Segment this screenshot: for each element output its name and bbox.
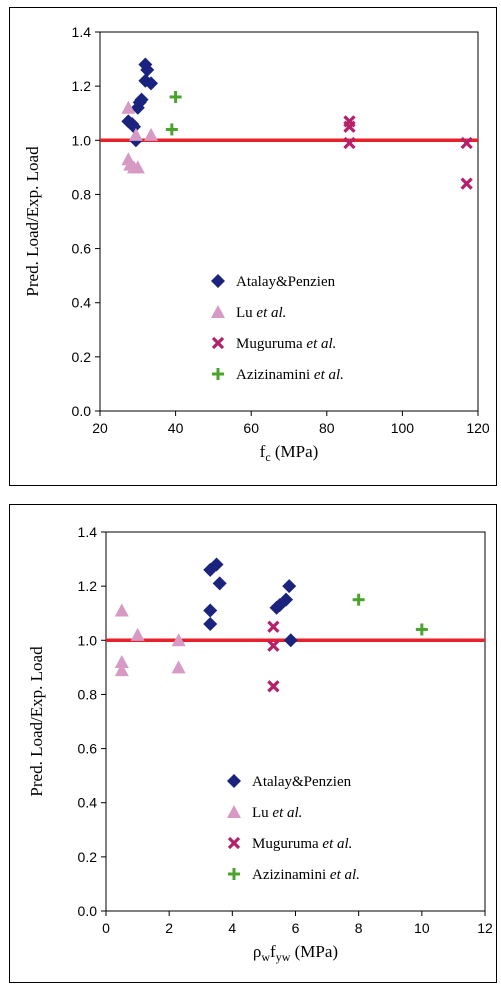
c1-x-tick-label: 40 xyxy=(168,420,184,436)
c1-y-tick-label: 0.8 xyxy=(72,186,92,202)
c1-x-axis-title: fc (MPa) xyxy=(260,442,319,464)
c1-data-point xyxy=(138,57,153,72)
c2-data-point xyxy=(267,620,280,633)
c2-data-point xyxy=(130,627,145,641)
c2-data-point xyxy=(267,639,280,652)
c2-series-0 xyxy=(203,557,298,648)
c1-x-tick-label: 60 xyxy=(243,420,259,436)
c2-y-tick-label: 0.6 xyxy=(78,741,98,757)
c2-data-point xyxy=(114,663,129,677)
c1-legend-marker xyxy=(211,305,225,318)
c1-data-point xyxy=(343,136,356,150)
c2-legend-label: Muguruma et al. xyxy=(252,836,352,852)
c1-x-tick-label: 120 xyxy=(466,420,490,436)
c1-legend-label: Muguruma et al. xyxy=(236,336,336,352)
c2-y-tick-label: 1.0 xyxy=(78,632,98,648)
c2-data-point xyxy=(209,557,224,572)
c1-legend-label: Atalay&Penzien xyxy=(236,274,336,290)
c2-data-point xyxy=(212,576,227,591)
c2-series-2 xyxy=(267,620,280,693)
c2-data-point xyxy=(279,592,294,607)
chart-panel-rho: 0.0 0.2 0.4 0.6 0.8 1.0 1.2 1.4 0 2 4 6 8 10 12 Atalay&… xyxy=(9,504,497,983)
c2-plot-area xyxy=(105,531,486,912)
c1-data-point xyxy=(460,136,473,150)
c2-legend-label: Lu et al. xyxy=(252,805,302,821)
c1-x-tick-label: 100 xyxy=(391,420,415,436)
c1-legend-marker xyxy=(212,368,224,380)
c1-y-tick-label: 0.2 xyxy=(72,349,92,365)
c1-data-point xyxy=(144,127,159,141)
c2-legend-label: Atalay&Penzien xyxy=(252,774,352,790)
c1-y-tick-label: 0.6 xyxy=(72,241,92,257)
c1-data-point xyxy=(460,177,473,190)
c2-series-1 xyxy=(114,603,186,677)
c2-y-tick-label: 1.4 xyxy=(78,524,98,540)
c1-legend-marker xyxy=(211,274,225,288)
c2-series-3 xyxy=(352,593,428,636)
c2-data-point xyxy=(171,660,186,674)
chart-panel-fc: 0.0 0.2 0.4 0.6 0.8 1.0 1.2 1.4 20 40 60 80 100 120 At… xyxy=(9,7,497,486)
c1-legend-marker xyxy=(211,336,225,350)
c2-data-point xyxy=(415,623,428,636)
c1-y-tick-label: 1.4 xyxy=(72,24,92,40)
c2-data-point xyxy=(352,593,365,606)
c2-y-tick-label: 1.2 xyxy=(78,578,98,594)
c1-y-tick-label: 0.4 xyxy=(72,295,92,311)
c2-y-tick-label: 0.4 xyxy=(78,795,98,811)
c1-data-point xyxy=(128,127,143,141)
c2-legend-label: Azizinamini et al. xyxy=(252,867,360,883)
c1-legend: Atalay&Penzien Lu et al. Muguruma et al. Az… xyxy=(211,274,344,383)
c2-y-tick-label: 0.2 xyxy=(78,849,98,865)
c1-plot-area xyxy=(99,31,479,412)
chart-rho-svg: 0.0 0.2 0.4 0.6 0.8 1.0 1.2 1.4 0 2 4 6 8 10 12 Atalay&… xyxy=(27,524,493,964)
c1-legend-label: Lu et al. xyxy=(236,305,286,321)
c1-x-tick-label: 20 xyxy=(92,420,108,436)
c2-data-point xyxy=(171,633,186,647)
c1-data-point xyxy=(343,120,356,133)
c2-data-point xyxy=(203,603,218,618)
c2-x-tick-label: 12 xyxy=(477,920,493,936)
c1-data-point xyxy=(121,100,136,114)
c2-y-axis-title: Pred. Load/Exp. Load xyxy=(27,646,46,797)
c1-data-point xyxy=(134,92,149,107)
c1-data-point xyxy=(140,62,155,77)
c2-x-tick-label: 2 xyxy=(165,920,173,936)
c2-legend-marker xyxy=(227,774,241,788)
c2-y-tick-label: 0.8 xyxy=(78,686,98,702)
c2-data-point xyxy=(203,617,218,632)
c1-series-1 xyxy=(121,100,159,174)
c1-y-axis-title: Pred. Load/Exp. Load xyxy=(23,146,42,297)
c1-y-tick-label: 1.2 xyxy=(72,78,92,94)
c2-x-tick-label: 4 xyxy=(228,920,236,936)
c2-x-tick-label: 0 xyxy=(102,920,110,936)
c2-legend: Atalay&Penzien Lu et al. Muguruma et al. Az… xyxy=(227,774,360,883)
c2-data-point xyxy=(267,680,280,693)
c2-x-axis-title: ρwfyw (MPa) xyxy=(253,942,338,964)
c1-series-2 xyxy=(343,115,473,190)
c1-data-point xyxy=(169,90,182,103)
c1-data-point xyxy=(127,119,142,134)
c2-legend-marker xyxy=(227,805,241,818)
c2-data-point xyxy=(282,579,297,594)
c2-data-point xyxy=(272,598,287,613)
c2-y-tick-label: 0.0 xyxy=(78,903,98,919)
c2-legend-marker xyxy=(228,868,240,880)
c1-series-3 xyxy=(165,90,182,136)
c1-legend-label: Azizinamini et al. xyxy=(236,367,344,383)
c1-series-0 xyxy=(121,57,159,148)
c2-data-point xyxy=(114,603,129,617)
c1-x-tick-label: 80 xyxy=(319,420,335,436)
c2-x-tick-label: 6 xyxy=(292,920,300,936)
c2-x-tick-label: 8 xyxy=(355,920,363,936)
c1-data-point xyxy=(144,76,159,91)
c2-data-point xyxy=(283,633,298,648)
c1-data-point xyxy=(165,123,178,136)
chart-fc-svg: 0.0 0.2 0.4 0.6 0.8 1.0 1.2 1.4 20 40 60 80 100 120 At… xyxy=(23,24,490,464)
c2-data-point xyxy=(114,654,129,668)
c2-legend-marker xyxy=(227,836,241,850)
c2-x-tick-label: 10 xyxy=(414,920,430,936)
c1-y-tick-label: 1.0 xyxy=(72,132,92,148)
c1-y-tick-label: 0.0 xyxy=(72,403,92,419)
c1-data-point xyxy=(130,160,145,174)
